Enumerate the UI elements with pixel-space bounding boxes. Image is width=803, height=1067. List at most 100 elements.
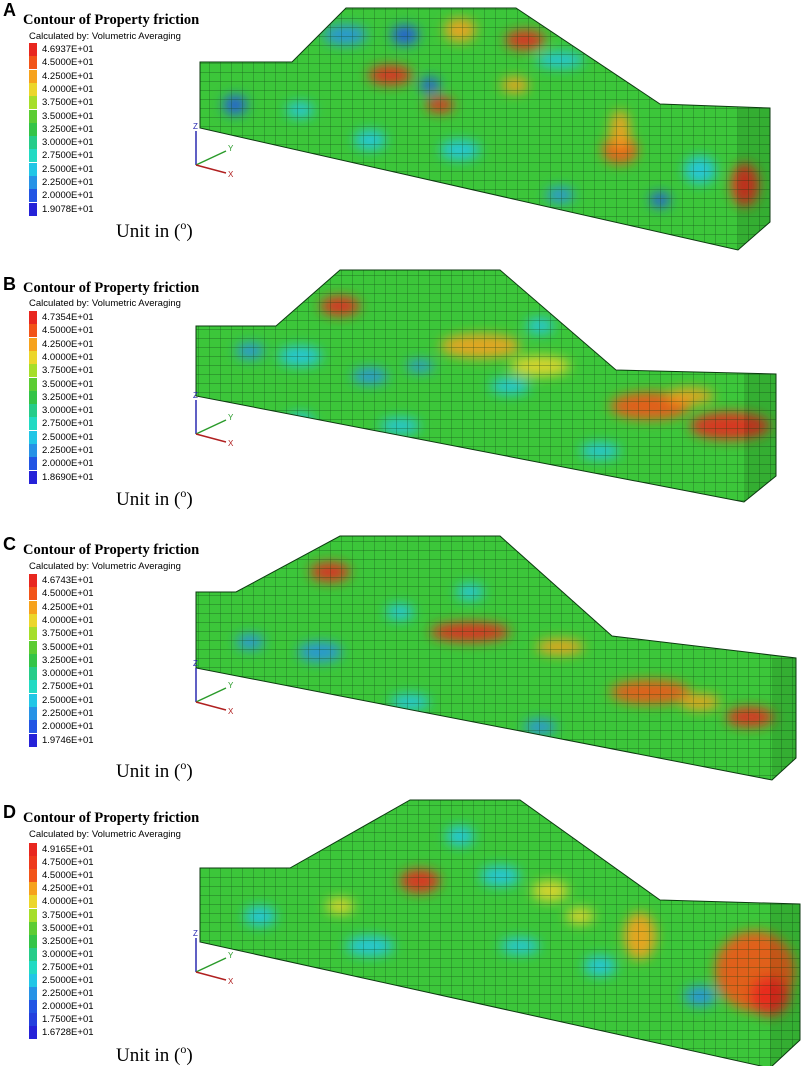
unit-degree: o — [180, 218, 187, 232]
legend-value: 4.7354E+01 — [42, 312, 94, 323]
legend-value: 3.2500E+01 — [42, 391, 94, 403]
legend-value: 4.2500E+01 — [42, 70, 94, 82]
axis-y-label: Y — [228, 951, 234, 960]
legend-swatch — [29, 653, 37, 667]
legend-swatch — [29, 587, 37, 601]
unit-label: Unit in (o) — [116, 218, 193, 243]
unit-prefix: Unit in ( — [116, 1045, 181, 1066]
legend-swatch — [29, 350, 37, 364]
mesh-model: Z Y X — [193, 799, 801, 1066]
legend-value: 3.0000E+01 — [42, 668, 94, 680]
unit-suffix: ) — [186, 761, 193, 782]
unit-label: Unit in (o) — [116, 486, 193, 511]
legend-value: 2.2500E+01 — [42, 445, 94, 456]
legend-swatch — [29, 843, 37, 856]
legend-value: 2.0000E+01 — [42, 190, 94, 202]
axis-x-label: X — [228, 439, 234, 448]
legend-swatch — [29, 908, 37, 922]
axis-triad-icon: Z Y X — [193, 122, 234, 179]
legend-swatch — [29, 109, 37, 123]
unit-prefix: Unit in ( — [116, 489, 181, 510]
mesh-model: Z Y X — [193, 7, 771, 251]
legend-swatch — [29, 417, 37, 431]
legend-swatch — [29, 444, 37, 457]
legend-swatch — [29, 707, 37, 720]
legend-swatch — [29, 680, 37, 694]
axis-triad-icon: Z Y X — [193, 659, 234, 716]
legend-value: 4.2500E+01 — [42, 883, 94, 895]
legend-value: 2.5000E+01 — [42, 163, 94, 175]
legend-swatch — [29, 934, 37, 948]
legend-swatch — [29, 136, 37, 150]
legend-swatch — [29, 574, 37, 587]
unit-degree: o — [180, 758, 187, 772]
unit-degree: o — [180, 1042, 187, 1056]
mesh-outline — [199, 799, 801, 1066]
legend-swatch — [29, 856, 37, 870]
axis-z-label: Z — [193, 122, 198, 131]
legend-value: 2.0000E+01 — [42, 1001, 94, 1013]
legend-value: 4.0000E+01 — [42, 83, 94, 95]
legend-swatch — [29, 337, 37, 351]
legend-swatch — [29, 96, 37, 110]
legend-swatch — [29, 720, 37, 734]
legend-value: 4.0000E+01 — [42, 896, 94, 908]
contour-subtitle: Calculated by: Volumetric Averaging — [29, 829, 181, 840]
legend-swatch — [29, 430, 37, 444]
unit-label: Unit in (o) — [116, 1042, 193, 1067]
mesh-surface — [196, 536, 796, 780]
contour-title: Contour of Property friction — [23, 280, 200, 296]
mesh-side-shade — [738, 108, 770, 250]
mesh-model: Z Y X — [193, 269, 777, 503]
legend-value: 4.6743E+01 — [42, 575, 94, 586]
axis-x-label: X — [228, 170, 234, 179]
legend-value: 2.7500E+01 — [42, 961, 94, 973]
legend-swatch — [29, 640, 37, 654]
legend-value: 3.5000E+01 — [42, 641, 94, 653]
panel-a: A Contour of Property friction Calculate… — [0, 0, 803, 262]
legend-swatch — [29, 69, 37, 83]
legend-value: 3.7500E+01 — [42, 628, 94, 640]
contour-title: Contour of Property friction — [23, 12, 200, 28]
axis-y-label: Y — [228, 144, 234, 153]
legend-swatch — [29, 149, 37, 163]
legend-value: 2.7500E+01 — [42, 681, 94, 693]
legend-swatch — [29, 667, 37, 681]
contour-subtitle: Calculated by: Volumetric Averaging — [29, 561, 181, 572]
axis-triad-icon: Z Y X — [193, 391, 234, 448]
axis-y-label: Y — [228, 413, 234, 422]
legend-value: 4.9165E+01 — [42, 844, 94, 855]
legend-value: 2.2500E+01 — [42, 177, 94, 188]
panel-d: D Contour of Property friction Calculate… — [0, 796, 803, 1066]
legend-swatch — [29, 613, 37, 627]
legend-value: 4.2500E+01 — [42, 601, 94, 613]
legend-swatch — [29, 364, 37, 378]
legend-swatch — [29, 693, 37, 707]
contour-subtitle: Calculated by: Volumetric Averaging — [29, 31, 181, 42]
legend-swatch — [29, 921, 37, 935]
axis-z-label: Z — [193, 659, 198, 668]
legend-swatch — [29, 162, 37, 176]
contour-title: Contour of Property friction — [23, 810, 200, 826]
legend-swatch — [29, 56, 37, 70]
mesh-outline — [199, 7, 771, 251]
legend-value: 1.9746E+01 — [42, 734, 94, 746]
legend-swatch — [29, 1026, 37, 1040]
panel-label: D — [3, 802, 16, 822]
unit-label: Unit in (o) — [116, 758, 193, 783]
legend-value: 1.9078E+01 — [42, 203, 94, 215]
legend-swatch — [29, 189, 37, 203]
axis-z-label: Z — [193, 391, 198, 400]
legend-value: 2.0000E+01 — [42, 458, 94, 470]
mesh-surface — [196, 270, 776, 502]
legend-value: 3.5000E+01 — [42, 922, 94, 934]
legend-swatch — [29, 1013, 37, 1027]
legend-value: 1.7500E+01 — [42, 1014, 94, 1026]
legend-swatch — [29, 974, 37, 987]
unit-prefix: Unit in ( — [116, 221, 181, 242]
legend-value: 3.7500E+01 — [42, 97, 94, 109]
legend-value: 4.6937E+01 — [42, 44, 94, 55]
legend-swatch — [29, 869, 37, 883]
contour-subtitle: Calculated by: Volumetric Averaging — [29, 298, 181, 309]
legend-swatch — [29, 882, 37, 896]
